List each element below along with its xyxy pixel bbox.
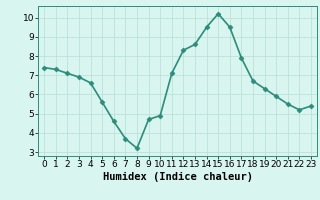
X-axis label: Humidex (Indice chaleur): Humidex (Indice chaleur) — [103, 172, 252, 182]
